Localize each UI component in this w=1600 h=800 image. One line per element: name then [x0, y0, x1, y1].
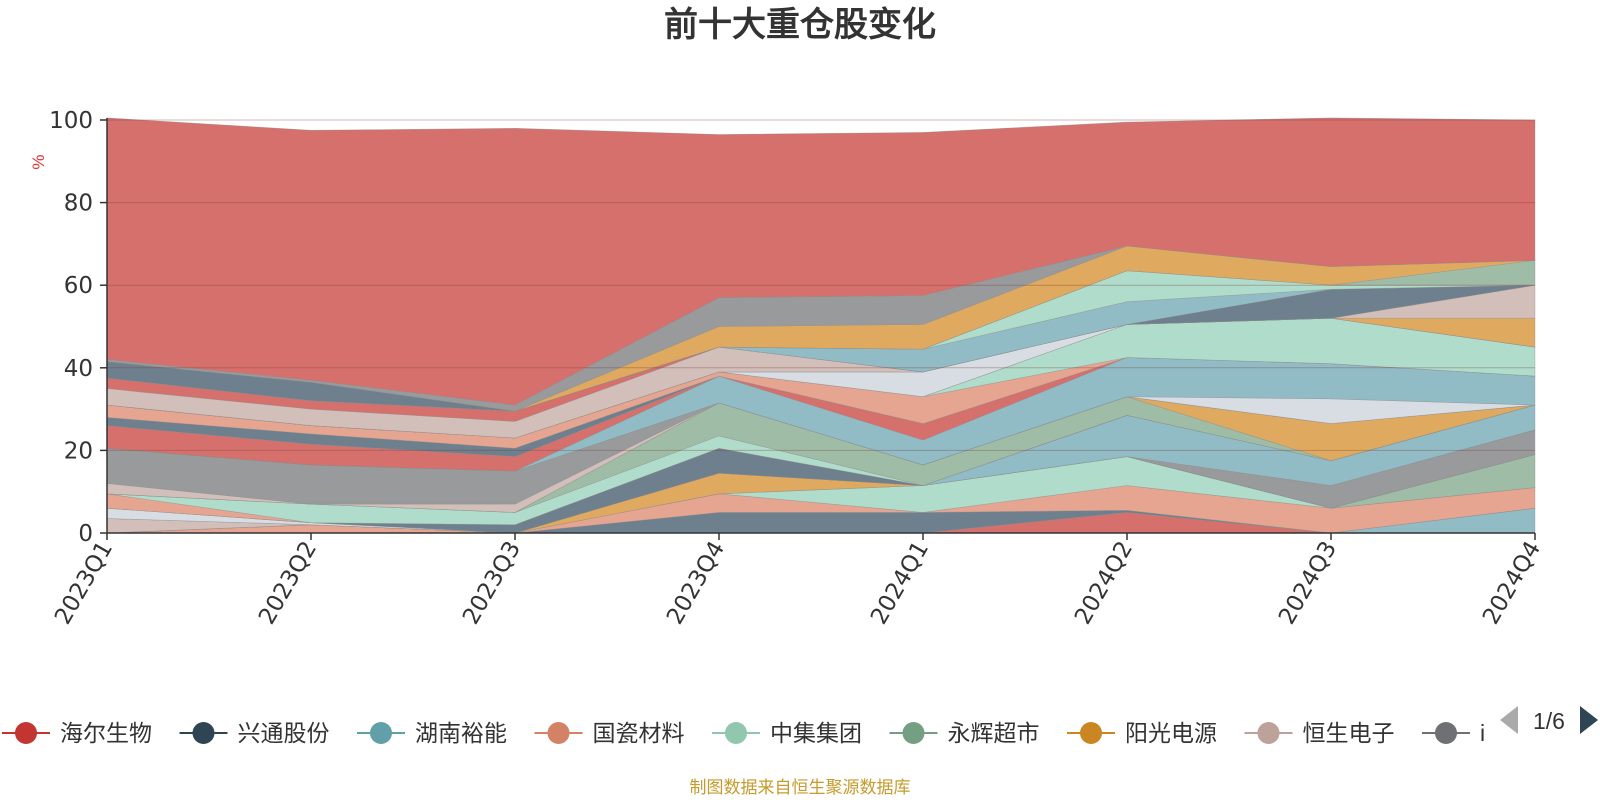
legend-item[interactable]: 国瓷材料 — [534, 720, 685, 746]
axes — [106, 118, 1535, 534]
legend-pager[interactable]: 1/6 — [1500, 706, 1598, 734]
legend-item[interactable]: 中集集团 — [712, 720, 862, 746]
y-tick-label: 0 — [78, 521, 93, 547]
legend-marker-icon — [547, 722, 570, 744]
y-tick-label: 80 — [64, 191, 93, 217]
legend-marker-icon — [902, 722, 925, 744]
legend-label: 恒生电子 — [1303, 720, 1395, 746]
legend-label: 中集集团 — [770, 720, 862, 746]
legend-item[interactable]: 恒生电子 — [1244, 720, 1395, 746]
legend-label: 兴通股份 — [238, 720, 330, 746]
legend[interactable]: 海尔生物 兴通股份 湖南裕能 国瓷材料 中集集团 永辉超市 阳光电源 恒生电子 i — [2, 720, 1485, 746]
y-tick-label: 60 — [64, 273, 93, 299]
legend-label: 湖南裕能 — [415, 720, 507, 746]
legend-item[interactable]: 兴通股份 — [179, 720, 330, 746]
legend-marker-icon — [725, 722, 747, 744]
x-tick-label: 2024Q3 — [1274, 537, 1342, 629]
y-tick-label: 20 — [64, 438, 93, 464]
legend-item[interactable]: 阳光电源 — [1067, 720, 1217, 746]
legend-marker-icon — [1080, 722, 1102, 744]
legend-label: 永辉超市 — [948, 720, 1040, 746]
legend-item[interactable]: 海尔生物 — [2, 720, 152, 746]
legend-label: 海尔生物 — [60, 720, 152, 746]
x-tick-label: 2023Q4 — [662, 537, 730, 629]
legend-item[interactable]: 湖南裕能 — [357, 720, 507, 746]
legend-marker-icon — [1435, 722, 1457, 744]
legend-marker-icon — [370, 722, 392, 744]
legend-label: 国瓷材料 — [593, 720, 685, 746]
legend-next-arrow-icon[interactable] — [1580, 706, 1598, 734]
source-note: 制图数据来自恒生聚源数据库 — [690, 778, 911, 797]
legend-label: i — [1480, 720, 1485, 746]
x-tick-label: 2024Q4 — [1478, 537, 1546, 629]
x-tick-labels: 2023Q1 2023Q2 2023Q3 2023Q4 2024Q1 2024Q2 2024… — [50, 533, 1546, 629]
x-tick-label: 2023Q1 — [50, 537, 118, 629]
legend-page-indicator: 1/6 — [1533, 708, 1565, 734]
legend-item[interactable]: i — [1422, 720, 1485, 746]
x-tick-label: 2024Q1 — [866, 537, 934, 629]
legend-label: 阳光电源 — [1125, 720, 1217, 746]
legend-marker-icon — [1257, 722, 1280, 744]
x-tick-label: 2023Q3 — [458, 537, 526, 629]
legend-marker-icon — [15, 722, 37, 744]
legend-item[interactable]: 永辉超市 — [889, 720, 1040, 746]
y-tick-label: 40 — [64, 356, 93, 382]
legend-marker-icon — [192, 722, 215, 744]
area-layer — [106, 117, 1536, 534]
y-tick-labels: 0 20 40 60 80 100 — [49, 108, 107, 547]
y-axis-label: % — [29, 154, 48, 169]
y-tick-label: 100 — [49, 108, 93, 134]
chart-title: 前十大重仓股变化 — [664, 5, 936, 45]
area-series-35 — [106, 117, 1536, 406]
x-tick-label: 2023Q2 — [254, 537, 322, 629]
legend-prev-arrow-icon[interactable] — [1500, 706, 1518, 734]
x-tick-label: 2024Q2 — [1070, 537, 1138, 629]
